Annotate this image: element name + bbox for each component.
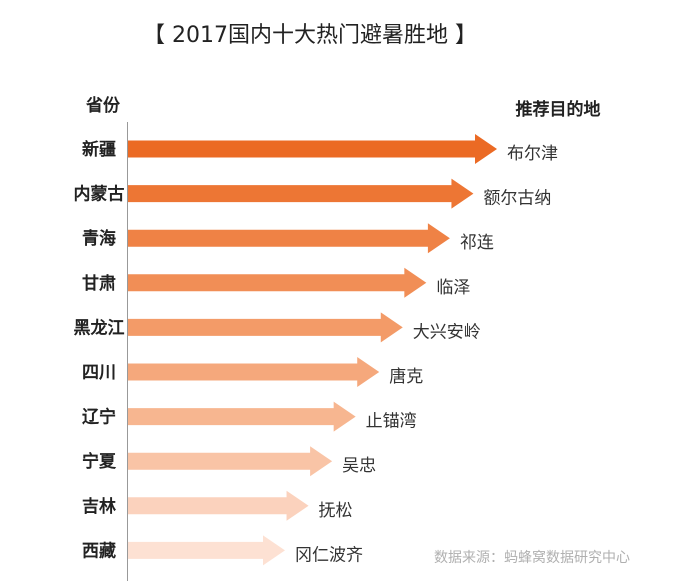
bar-arrow xyxy=(128,223,450,254)
destination-label: 布尔津 xyxy=(507,144,558,164)
bar-arrow xyxy=(128,312,403,343)
province-label: 辽宁 xyxy=(82,407,116,428)
bar-arrow xyxy=(128,267,427,298)
destination-column-header: 推荐目的地 xyxy=(516,99,601,120)
province-label: 新疆 xyxy=(82,139,116,160)
bar-arrow xyxy=(128,401,356,432)
province-label: 西藏 xyxy=(82,541,116,561)
bar-arrow xyxy=(128,357,380,387)
source-note: 数据来源：蚂蜂窝数据研究中心 xyxy=(434,549,630,566)
destination-label: 止锚湾 xyxy=(366,412,417,432)
destination-label: 唐克 xyxy=(389,366,423,387)
bar-arrow xyxy=(128,446,333,477)
destination-label: 大兴安岭 xyxy=(413,322,481,342)
destination-label: 抚松 xyxy=(319,501,353,521)
province-column-header: 省份 xyxy=(85,95,121,116)
destination-label: 祁连 xyxy=(460,233,494,253)
bar-arrow xyxy=(128,535,285,566)
province-label: 四川 xyxy=(82,363,116,383)
bar-arrow xyxy=(128,134,497,164)
province-label: 甘肃 xyxy=(82,273,116,294)
province-label: 吉林 xyxy=(82,496,116,517)
province-label: 黑龙江 xyxy=(74,317,125,338)
bar-arrow xyxy=(128,490,309,521)
destination-label: 临泽 xyxy=(436,278,470,298)
province-label: 内蒙古 xyxy=(74,184,125,205)
province-label: 青海 xyxy=(82,228,116,249)
destination-label: 吴忠 xyxy=(342,456,376,476)
destination-label: 额尔古纳 xyxy=(483,189,551,209)
province-label: 宁夏 xyxy=(82,451,117,472)
destination-label: 冈仁波齐 xyxy=(295,545,363,565)
bar-arrow xyxy=(128,178,474,209)
chart-title: 【 2017国内十大热门避暑胜地 】 xyxy=(143,23,477,48)
